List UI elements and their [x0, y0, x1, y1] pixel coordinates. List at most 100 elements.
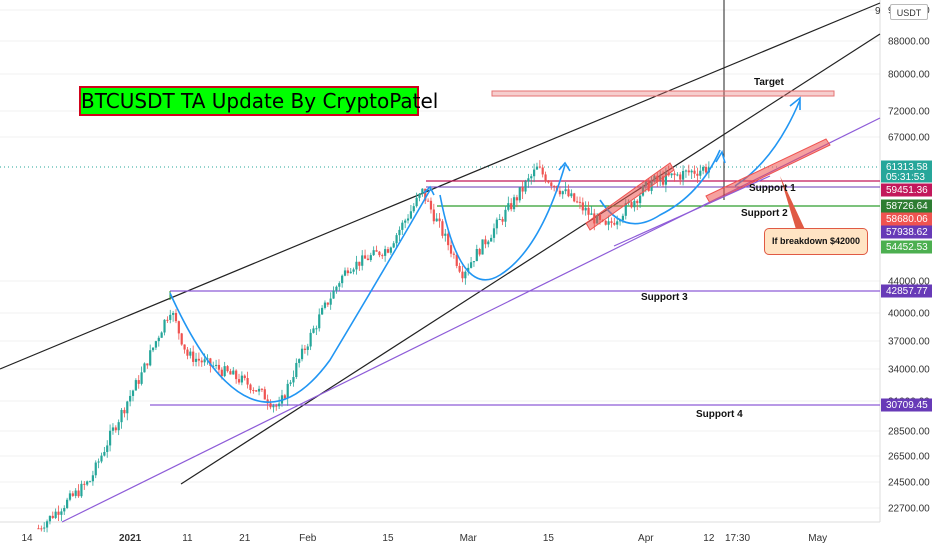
candle-body: [235, 370, 238, 380]
candle-body: [286, 383, 289, 399]
candle-body: [63, 507, 66, 512]
candle-body: [278, 403, 281, 407]
candle-body: [232, 370, 235, 375]
candle-body: [214, 364, 218, 366]
price-tick-label: 88000.00: [888, 37, 930, 48]
candle-body: [386, 249, 390, 253]
candle-body: [578, 201, 582, 203]
candle-body: [338, 283, 341, 287]
candle-body: [409, 211, 413, 219]
currency-selector[interactable]: USDT: [890, 4, 928, 20]
price-tick-label: 37000.00: [888, 337, 930, 348]
candle-body: [369, 255, 372, 261]
support4-label: Support 4: [696, 409, 743, 420]
candle-body: [166, 319, 169, 321]
candle-body: [421, 188, 424, 194]
candle-body: [326, 302, 329, 305]
candle-body: [553, 185, 556, 187]
upper-channel-line: [0, 2, 881, 370]
candle-body: [269, 403, 272, 408]
time-tick-label: Feb: [299, 533, 317, 544]
price-tick-label: 9: [875, 6, 881, 17]
candle-body: [690, 170, 693, 173]
candle-body: [111, 427, 115, 431]
time-axis[interactable]: 14 2021 11 21 Feb 15 Mar 15 Apr 12 17:30 May: [21, 533, 827, 544]
candle-body: [438, 218, 441, 222]
candle-body: [487, 241, 490, 245]
candle-body: [490, 237, 493, 242]
candle-body: [246, 378, 249, 385]
price-axis[interactable]: 90000.0088000.0080000.0072000.0067000.00…: [875, 6, 930, 515]
candle-body: [226, 366, 229, 372]
arrow-head: [558, 161, 571, 172]
arrow-head: [789, 96, 801, 110]
chart-title: BTCUSDT TA Update By CryptoPatel: [79, 86, 438, 116]
price-tag: [881, 160, 932, 183]
candle-body: [676, 174, 679, 176]
candle-body: [140, 372, 143, 384]
candle-body: [48, 515, 52, 522]
candle-body: [51, 515, 54, 518]
candle-body: [240, 375, 243, 383]
candle-body: [670, 173, 673, 176]
candle-body: [484, 239, 487, 245]
candle-body: [295, 362, 298, 378]
candle-body: [183, 344, 186, 350]
candle-body: [177, 321, 180, 334]
price-tag: [881, 398, 932, 412]
candle-body: [298, 359, 301, 363]
candle-body: [289, 382, 292, 384]
candle-body: [174, 313, 178, 322]
candle-body: [624, 203, 627, 216]
candle-body: [220, 369, 223, 377]
candle-body: [527, 178, 530, 182]
candle-body: [447, 233, 450, 246]
candle-body: [66, 499, 69, 508]
candle-body: [584, 207, 587, 211]
candle-body: [564, 189, 567, 192]
candle-body: [524, 181, 527, 192]
candle-body: [80, 483, 83, 497]
channel-bar: [705, 138, 831, 204]
candle-body: [329, 298, 332, 305]
candle-body: [535, 166, 539, 170]
candle-body: [639, 195, 642, 204]
candle-body: [306, 346, 309, 350]
candle-body: [57, 511, 60, 515]
candle-body: [372, 250, 375, 256]
candle-body: [501, 219, 504, 222]
candle-body: [154, 341, 158, 348]
candle-body: [435, 218, 438, 222]
candle-body: [673, 173, 676, 176]
candle-body: [681, 171, 685, 180]
candle-body: [252, 390, 255, 392]
arrow-head: [423, 185, 435, 196]
candle-body: [352, 269, 355, 272]
candle-body: [395, 235, 398, 244]
candle-body: [106, 445, 109, 452]
candle-body: [504, 209, 507, 222]
candle-body: [318, 314, 321, 329]
candle-body: [464, 271, 467, 279]
candle-body: [679, 174, 682, 180]
target-zone: [491, 90, 835, 97]
candle-body: [255, 390, 258, 392]
candle-body: [186, 349, 189, 356]
candle-body: [117, 422, 120, 431]
candle-body: [687, 170, 690, 173]
price-tag-label: 42857.77: [886, 286, 928, 297]
candle-body: [120, 409, 123, 423]
price-tag: [881, 240, 932, 254]
price-tag: [881, 183, 932, 197]
candle-body: [636, 200, 639, 204]
time-tick-label: 12: [703, 533, 715, 544]
candle-body: [412, 206, 415, 212]
price-tag: [881, 212, 932, 226]
support1-label: Support 1: [749, 183, 796, 194]
candle-body: [149, 350, 152, 366]
candle-body: [452, 253, 455, 255]
channel-bar: [585, 162, 675, 231]
